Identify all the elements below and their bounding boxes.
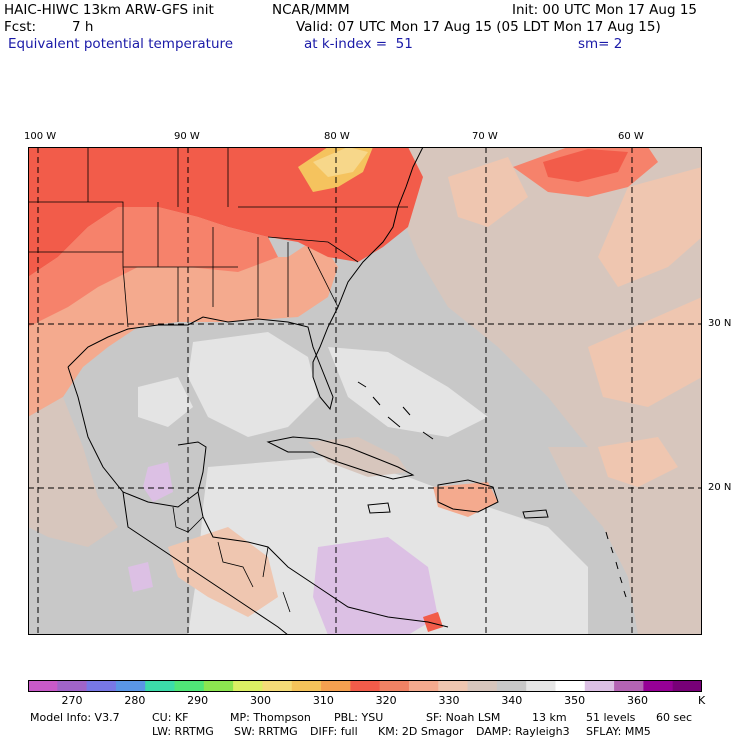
bahamas	[357, 381, 434, 440]
jamaica	[367, 502, 391, 514]
init-time: Init: 00 UTC Mon 17 Aug 15	[512, 2, 697, 18]
field-atlantic-pink-1	[598, 167, 702, 287]
field-bahamas-light	[328, 347, 488, 437]
lon-label-80w: 80 W	[324, 131, 350, 142]
field-central-lilac	[128, 562, 153, 592]
colorbar-tick-label: 330	[438, 694, 460, 707]
colorbar-tick-label: 340	[501, 694, 523, 707]
colorbar-swatch	[350, 680, 381, 692]
field-atlantic-red-core	[543, 149, 628, 182]
colorbar-tick-label: 280	[124, 694, 146, 707]
field-gulf-light-2	[138, 377, 193, 427]
colorbar-tick-label: 310	[312, 694, 334, 707]
field-atlantic-tan-lower	[548, 447, 702, 635]
field-mexico-tan	[28, 397, 118, 547]
colorbar-swatch	[291, 680, 322, 692]
country-borders	[172, 506, 291, 613]
colorbar-swatch	[496, 680, 527, 692]
colorbar-swatch	[584, 680, 615, 692]
field-centam-tan	[168, 527, 278, 617]
footer-cu: CU: KF	[152, 711, 189, 724]
colorbar-swatch	[643, 680, 674, 692]
field-gulf-light-1	[188, 332, 318, 437]
footer-sw: SW: RRTMG	[234, 725, 298, 738]
field-appalachian-light	[313, 147, 368, 177]
footer-model-info: Model Info: V3.7	[30, 711, 120, 724]
colorbar-tick-label: 290	[187, 694, 209, 707]
field-cuba-tan	[308, 437, 408, 477]
colorbar-tick-label: 350	[564, 694, 586, 707]
centam-pacific	[122, 491, 289, 635]
lat-label-20n: 20 N	[708, 482, 732, 493]
colorbar-swatch	[115, 680, 146, 692]
lesser-antilles	[605, 531, 627, 598]
colorbar-swatch	[203, 680, 234, 692]
colorbar-swatch	[57, 680, 88, 692]
smoothing-info: sm= 2	[578, 36, 623, 52]
colorbar-swatch	[86, 680, 117, 692]
footer-pbl: PBL: YSU	[334, 711, 384, 724]
footer-sf: SF: Noah LSM	[426, 711, 501, 724]
cuba	[266, 436, 415, 480]
colorbar-swatch	[321, 680, 351, 692]
colorbar-swatch	[28, 680, 58, 692]
centam-coastline	[197, 491, 449, 628]
theta-e-map	[28, 147, 702, 635]
colorbar-swatch	[408, 680, 439, 692]
lon-label-60w: 60 W	[618, 131, 644, 142]
colorbar-tick-label: 270	[61, 694, 83, 707]
field-atlantic-pink-4	[598, 437, 678, 487]
colorbar-swatch	[672, 680, 702, 692]
colorbar-swatch	[233, 680, 263, 692]
footer-km: KM: 2D Smagor	[378, 725, 464, 738]
institution-label: NCAR/MMM	[272, 2, 350, 18]
graticule	[28, 147, 702, 635]
footer-lw: LW: RRTMG	[152, 725, 214, 738]
forecast-label: Fcst:	[4, 19, 37, 35]
field-yucatan-lilac	[143, 462, 173, 502]
lat-label-30n: 30 N	[708, 318, 732, 329]
mexico-coastline	[67, 366, 207, 508]
level-info: at k-index = 51	[304, 36, 413, 52]
field-caribbean-lilac	[313, 537, 438, 635]
forecast-hour: 7 h	[72, 19, 94, 35]
footer-damp: DAMP: Rayleigh3	[476, 725, 570, 738]
field-name: Equivalent potential temperature	[8, 36, 234, 52]
lon-label-90w: 90 W	[174, 131, 200, 142]
colorbar-swatch	[379, 680, 410, 692]
field-hispaniola-salmon	[433, 482, 498, 517]
field-panama-red	[423, 612, 443, 632]
state-borders	[28, 147, 408, 328]
colorbar-swatch	[174, 680, 205, 692]
hispaniola	[437, 479, 499, 513]
colorbar-tick-label: 300	[249, 694, 271, 707]
field-atlantic-pink-3	[448, 157, 528, 227]
lon-label-100w: 100 W	[24, 131, 57, 142]
valid-time: Valid: 07 UTC Mon 17 Aug 15 (05 LDT Mon …	[296, 19, 661, 35]
colorbar-swatch	[467, 680, 498, 692]
footer-mp: MP: Thompson	[230, 711, 311, 724]
colorbar-tick-label: 360	[626, 694, 648, 707]
footer-levels: 51 levels	[586, 711, 636, 724]
lon-label-70w: 70 W	[472, 131, 498, 142]
footer-diff: DIFF: full	[310, 725, 358, 738]
model-title: HAIC-HIWC 13km ARW-GFS init	[4, 2, 214, 18]
map-frame	[28, 147, 702, 635]
us-coastline	[67, 147, 424, 411]
colorbar-frame	[28, 680, 702, 692]
footer-resolution: 13 km	[532, 711, 567, 724]
colorbar-swatch	[438, 680, 469, 692]
puerto-rico	[522, 509, 549, 519]
colorbar-swatch	[555, 680, 586, 692]
footer-timestep: 60 sec	[656, 711, 693, 724]
colorbar	[28, 680, 702, 692]
colorbar-swatch	[614, 680, 644, 692]
colorbar-swatch	[145, 680, 176, 692]
footer-sflay: SFLAY: MM5	[586, 725, 651, 738]
colorbar-tick-label: 320	[375, 694, 397, 707]
colorbar-swatch	[526, 680, 556, 692]
colorbar-swatch	[262, 680, 293, 692]
coastlines	[28, 147, 627, 635]
colorbar-unit: K	[698, 694, 706, 707]
